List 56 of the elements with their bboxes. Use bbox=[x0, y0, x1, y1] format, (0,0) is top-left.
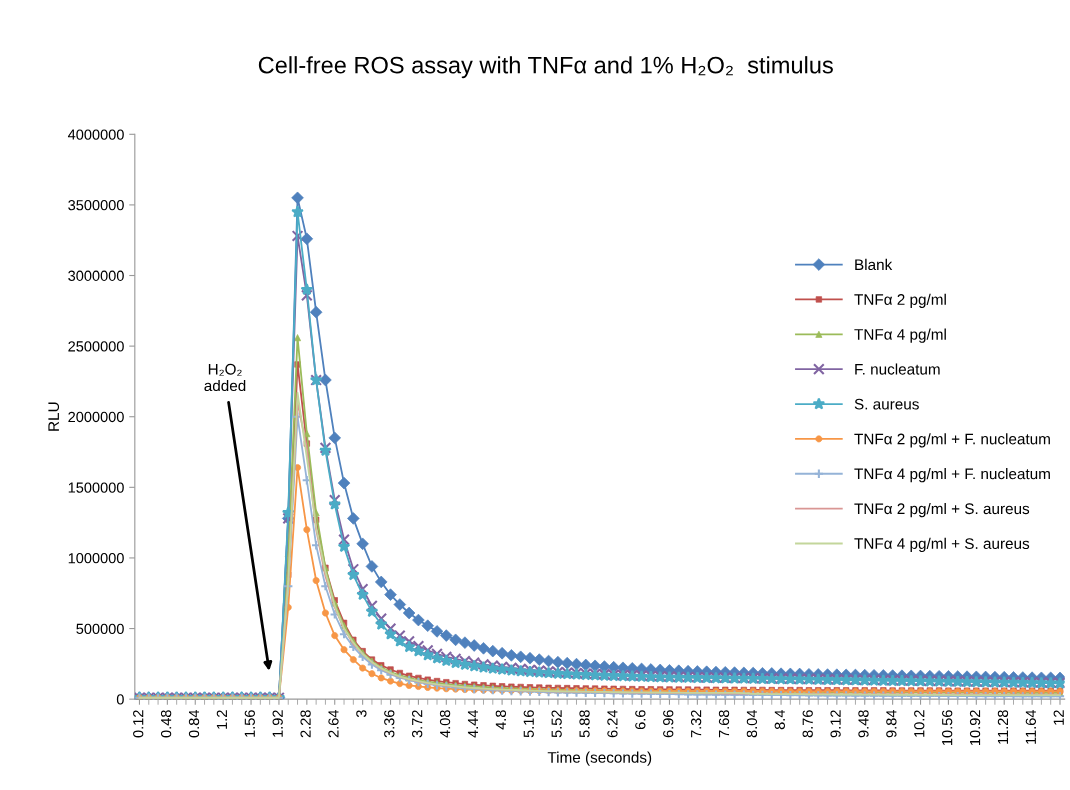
x-tick-label: 4.08 bbox=[439, 710, 451, 738]
y-tick-label: 1000000 bbox=[68, 553, 124, 564]
y-tick-label: 1500000 bbox=[68, 482, 124, 493]
x-tick-label: 6.6 bbox=[635, 710, 646, 730]
x-tick-label: 8.4 bbox=[774, 709, 785, 730]
x-tick-label: 10.92 bbox=[969, 710, 981, 745]
x-tick-label: 9.84 bbox=[886, 709, 897, 738]
x-tick-label: 3.72 bbox=[412, 710, 423, 738]
annotation: H₂O₂ added bbox=[204, 363, 246, 392]
y-tick-label: 2000000 bbox=[68, 411, 124, 423]
x-tick-label: 5.88 bbox=[579, 710, 590, 738]
x-tick-label: 8.04 bbox=[746, 709, 758, 738]
x-tick-label: 3 bbox=[356, 710, 367, 718]
x-tick-label: 2.28 bbox=[300, 710, 311, 738]
x-tick-label: 11.64 bbox=[1025, 709, 1037, 744]
legend-label: S. aureus bbox=[854, 398, 919, 410]
y-tick-label: 500000 bbox=[76, 623, 124, 634]
x-tick-label: 10.56 bbox=[942, 710, 953, 745]
x-tick-label: 6.96 bbox=[663, 710, 674, 738]
x-tick-label: 0.48 bbox=[160, 710, 172, 738]
x-tick-label: 4.8 bbox=[495, 710, 507, 730]
x-tick-label: 3.36 bbox=[384, 710, 395, 738]
x-tick-label: 7.32 bbox=[690, 710, 702, 738]
legend-label: TNFα 2 pg/ml bbox=[854, 293, 946, 308]
y-tick-label: 3000000 bbox=[68, 270, 124, 281]
x-tick-label: 1.56 bbox=[244, 710, 255, 737]
y-axis-title: RLU bbox=[48, 402, 60, 431]
x-tick-label: 1.92 bbox=[272, 710, 283, 737]
x-tick-label: 9.12 bbox=[830, 710, 841, 738]
x-tick-label: 1.2 bbox=[216, 710, 227, 729]
x-tick-label: 5.52 bbox=[551, 710, 562, 738]
y-tick-label: 3500000 bbox=[68, 200, 124, 211]
chart-title: Cell-free ROS assay with TNFα and 1% H₂O₂ stimulus bbox=[258, 56, 833, 79]
x-tick-label: 6.24 bbox=[607, 709, 618, 738]
x-tick-label: 5.16 bbox=[523, 710, 534, 738]
x-tick-label: 0.84 bbox=[188, 709, 200, 738]
y-tick-label: 4000000 bbox=[67, 129, 124, 140]
legend-label: TNFα 4 pg/ml bbox=[854, 328, 946, 343]
legend-label: TNFα 2 pg/ml + F. nucleatum bbox=[854, 433, 1050, 448]
legend-label: F. nucleatum bbox=[855, 363, 940, 375]
x-tick-label: 4.44 bbox=[467, 709, 478, 738]
legend-label: TNFα 4 pg/ml + F. nucleatum bbox=[854, 468, 1050, 483]
x-tick-label: 7.68 bbox=[718, 710, 730, 738]
x-tick-label: 8.76 bbox=[802, 710, 813, 738]
x-tick-label: 0.12 bbox=[133, 710, 144, 738]
x-tick-label: 2.64 bbox=[328, 709, 339, 738]
x-axis-title: Time (seconds) bbox=[547, 751, 652, 766]
legend-label: TNFα 4 pg/ml + S. aureus bbox=[854, 537, 1030, 553]
x-tick-label: 10.2 bbox=[914, 710, 925, 737]
x-tick-label: 11.28 bbox=[997, 710, 1009, 744]
x-tick-label: 12 bbox=[1053, 710, 1064, 725]
x-tick-label: 9.48 bbox=[858, 710, 869, 738]
y-tick-label: 2500000 bbox=[68, 341, 124, 352]
legend-label: Blank bbox=[855, 258, 893, 271]
y-tick-label: 0 bbox=[116, 694, 124, 705]
legend-label: TNFα 2 pg/ml + S. aureus bbox=[854, 502, 1030, 518]
